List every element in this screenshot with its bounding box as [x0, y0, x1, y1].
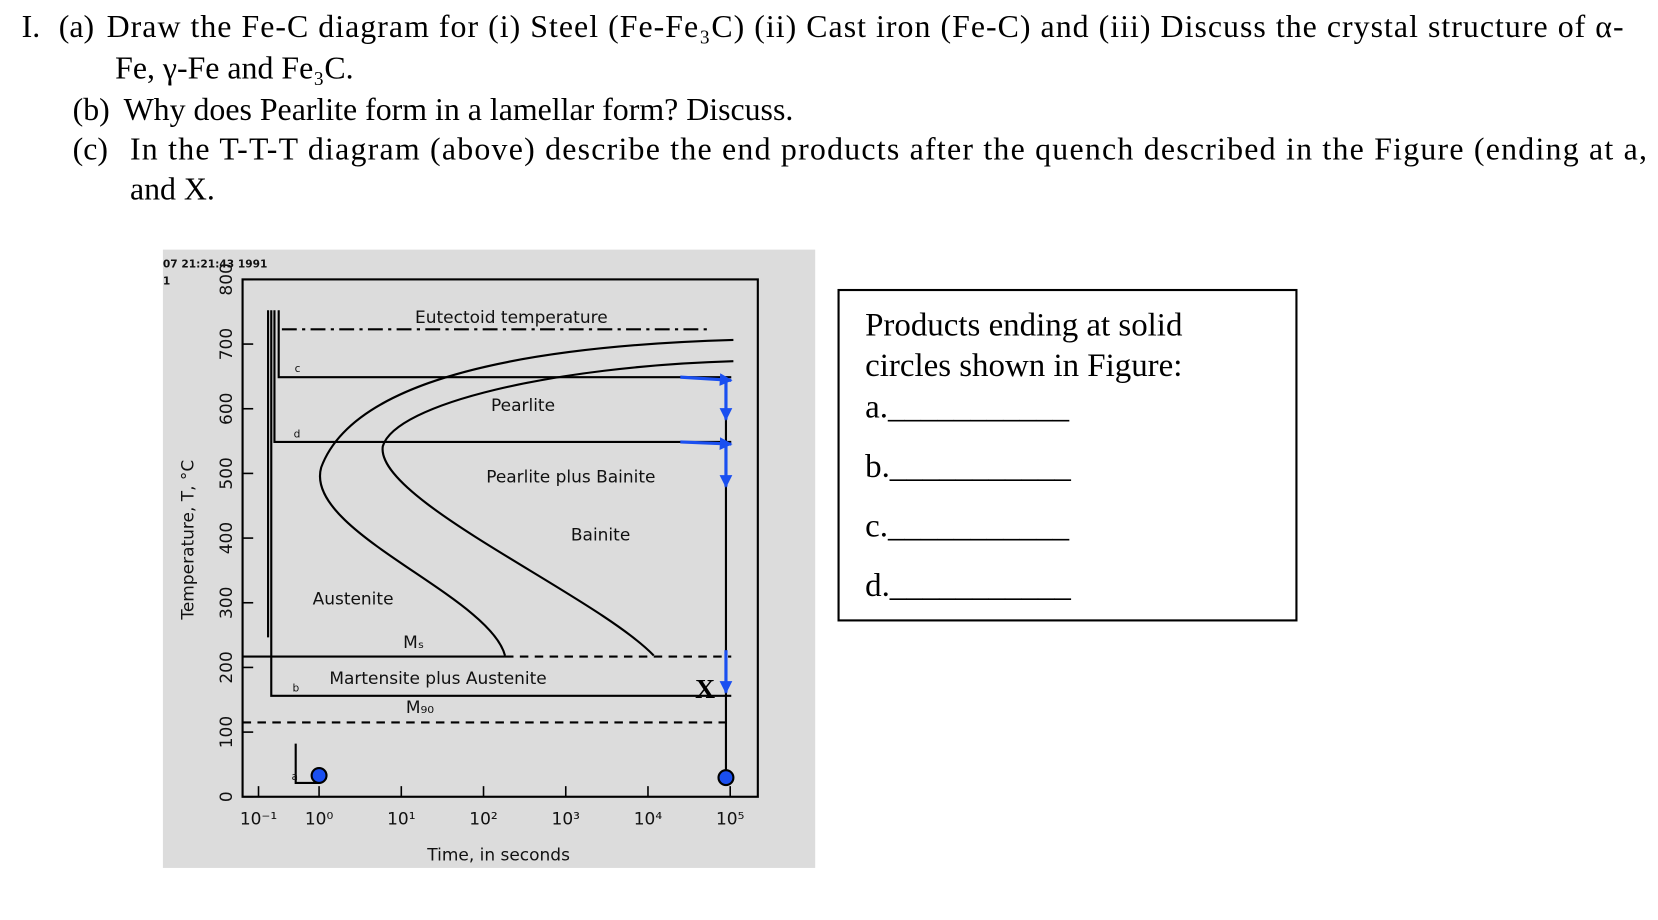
- y-tick-label: 400: [217, 522, 237, 554]
- path-label: c: [295, 362, 301, 375]
- path-label: a: [291, 770, 298, 783]
- x-tick-label: 10⁴: [634, 809, 663, 829]
- path-d: [273, 310, 732, 444]
- x-tick-label: 10³: [552, 809, 580, 829]
- path-c: [277, 310, 732, 379]
- path-label: b: [293, 682, 300, 695]
- x-axis-label: Time, in seconds: [426, 846, 570, 866]
- path-label: d: [294, 428, 301, 441]
- path-label: X: [695, 673, 715, 704]
- path-a: [294, 743, 320, 785]
- region-label: Martensite plus Austenite: [329, 669, 546, 689]
- y-tick-label: 100: [217, 716, 237, 748]
- box-item: a.___________: [865, 390, 1069, 426]
- y-tick-label: 300: [217, 587, 237, 619]
- path-b: [270, 310, 732, 697]
- end-circle: [310, 767, 328, 785]
- ttt-figure: 07 21:21:43 1991 1 0 100 200 300 400 500 600 70…: [162, 249, 816, 868]
- part-text: Draw the Fe-C diagram for (i) Steel (Fe-…: [107, 9, 1624, 44]
- question-number: I.: [22, 9, 41, 44]
- y-tick-label: 600: [217, 393, 237, 425]
- part-label: (c): [73, 131, 108, 166]
- y-tick-label: 800: [217, 263, 237, 295]
- y-axis-label: Temperature, T, °C: [179, 460, 199, 621]
- y-tick-label: 0: [217, 791, 237, 802]
- start-curve: [318, 338, 734, 656]
- part-text: Why does Pearlite form in a lamellar for…: [124, 92, 794, 127]
- answer-box: [837, 288, 1298, 622]
- stamp: 07 21:21:43 1991: [163, 258, 267, 271]
- region-label: Bainite: [571, 526, 630, 546]
- arrows: [680, 373, 733, 694]
- y-tick-label: 500: [217, 457, 237, 489]
- part-text: and X.: [130, 172, 215, 207]
- region-label: Eutectoid temperature: [415, 308, 608, 328]
- box-text: circles shown in Figure:: [865, 348, 1182, 384]
- x-tick-label: 10¹: [387, 809, 415, 829]
- box-item: d.___________: [865, 568, 1071, 604]
- part-text: In the T-T-T diagram (above) describe th…: [130, 131, 1647, 166]
- end-circle: [717, 769, 735, 787]
- stamp: 1: [163, 275, 170, 288]
- y-tick-label: 200: [217, 651, 237, 683]
- region-label: Pearlite plus Bainite: [486, 467, 655, 487]
- part-label: (b): [73, 92, 110, 127]
- x-tick-label: 10⁻¹: [240, 809, 277, 829]
- box-text: Products ending at solid: [865, 308, 1183, 344]
- region-label: Austenite: [313, 589, 394, 609]
- box-item: b.___________: [865, 449, 1071, 485]
- region-label: M₉₀: [406, 698, 434, 718]
- region-label: Mₛ: [403, 633, 424, 653]
- figure-background: [162, 249, 816, 868]
- box-item: c.___________: [865, 508, 1069, 544]
- x-tick-label: 10⁵: [716, 809, 744, 829]
- part-label: (a): [59, 9, 94, 44]
- x-tick-label: 10⁰: [305, 809, 334, 829]
- x-tick-label: 10²: [469, 809, 497, 829]
- part-text: Fe, γ-Fe and Fe₃C.: [115, 51, 353, 86]
- finish-curve: [381, 360, 734, 657]
- region-label: Pearlite: [491, 396, 555, 416]
- y-tick-label: 700: [217, 328, 237, 360]
